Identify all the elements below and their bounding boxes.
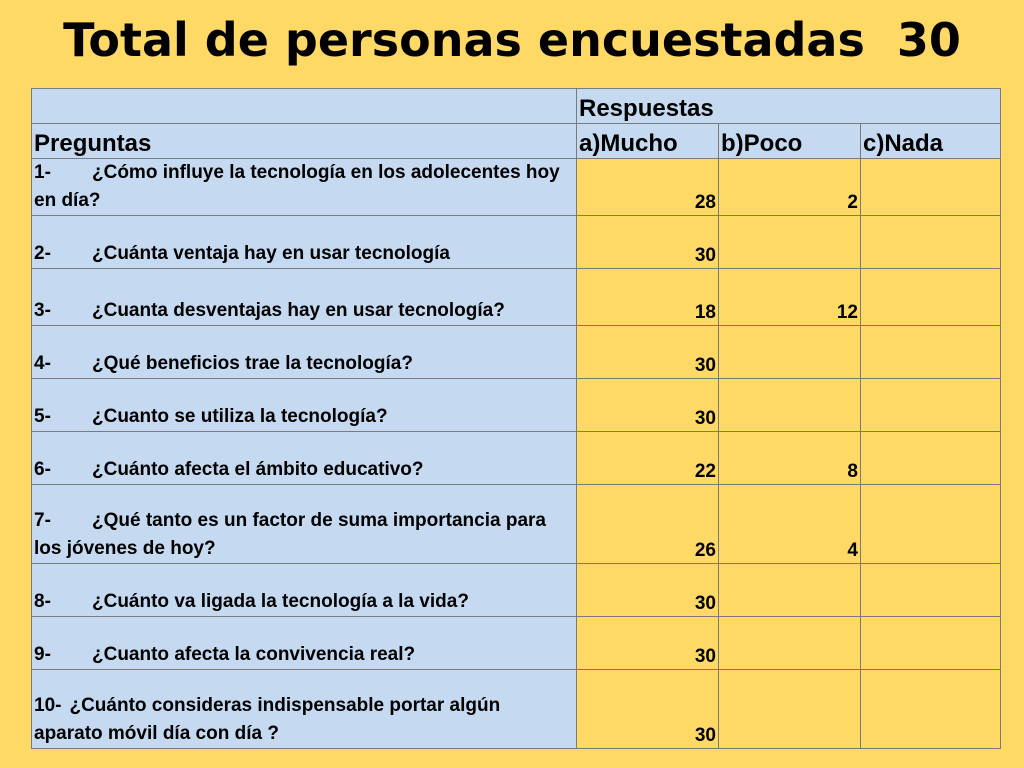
mucho-value: 30: [576, 616, 719, 670]
nada-value: [860, 484, 1001, 564]
question-number: 4-: [34, 353, 51, 374]
mucho-value: 30: [576, 563, 719, 617]
option-header-nada: c)Nada: [860, 123, 1001, 159]
question-text: ¿Qué tanto es un factor de suma importan…: [34, 510, 546, 559]
slide-title: Total de personas encuestadas 30: [63, 13, 961, 67]
question-text: ¿Cuánta ventaja hay en usar tecnología: [92, 243, 450, 264]
table-row: 9- ¿Cuanto afecta la convivencia real? 30: [31, 616, 1001, 670]
poco-value: [718, 669, 861, 749]
respuestas-header: Respuestas: [576, 88, 1001, 124]
question-cell: 9- ¿Cuanto afecta la convivencia real?: [31, 616, 577, 670]
table-row: 4- ¿Qué beneficios trae la tecnología? 30: [31, 325, 1001, 379]
poco-value: [718, 563, 861, 617]
question-text: ¿Cómo influye la tecnología en los adole…: [34, 162, 560, 211]
poco-value: [718, 616, 861, 670]
nada-value: [860, 215, 1001, 269]
question-number: 2-: [34, 243, 51, 264]
nada-value: [860, 431, 1001, 485]
question-cell: 8- ¿Cuánto va ligada la tecnología a la v…: [31, 563, 577, 617]
nada-value: [860, 158, 1001, 216]
mucho-value: 22: [576, 431, 719, 485]
question-cell: 1- ¿Cómo influye la tecnología en los ado…: [31, 158, 577, 216]
table-row: 2- ¿Cuánta ventaja hay en usar tecnología…: [31, 215, 1001, 269]
question-number: 6-: [34, 459, 51, 480]
table-row: 3- ¿Cuanta desventajas hay en usar tecnol…: [31, 268, 1001, 326]
preguntas-header: Preguntas: [31, 123, 577, 159]
question-cell: 7- ¿Qué tanto es un factor de suma import…: [31, 484, 577, 564]
poco-value: 2: [718, 158, 861, 216]
question-cell: 10- ¿Cuánto consideras indispensable port…: [31, 669, 577, 749]
question-cell: 6- ¿Cuánto afecta el ámbito educativo?: [31, 431, 577, 485]
mucho-value: 18: [576, 268, 719, 326]
question-number: 1-: [34, 162, 51, 183]
option-header-poco: b)Poco: [718, 123, 861, 159]
question-text: ¿Cuanta desventajas hay en usar tecnolog…: [92, 300, 505, 321]
question-text: ¿Cuanto se utiliza la tecnología?: [92, 406, 388, 427]
mucho-value: 28: [576, 158, 719, 216]
header-blank-cell: [31, 88, 577, 124]
nada-value: [860, 268, 1001, 326]
table-row: 7- ¿Qué tanto es un factor de suma import…: [31, 484, 1001, 564]
nada-value: [860, 616, 1001, 670]
poco-value: [718, 215, 861, 269]
question-cell: 2- ¿Cuánta ventaja hay en usar tecnología: [31, 215, 577, 269]
question-cell: 3- ¿Cuanta desventajas hay en usar tecnol…: [31, 268, 577, 326]
question-number: 9-: [34, 644, 51, 665]
question-number: 7-: [34, 510, 51, 531]
survey-table: Respuestas Preguntas a)Mucho b)Poco c)Na…: [31, 88, 1001, 749]
question-number: 5-: [34, 406, 51, 427]
question-cell: 4- ¿Qué beneficios trae la tecnología?: [31, 325, 577, 379]
poco-value: [718, 325, 861, 379]
table-row: 5- ¿Cuanto se utiliza la tecnología? 30: [31, 378, 1001, 432]
question-text: ¿Cuánto afecta el ámbito educativo?: [92, 459, 424, 480]
option-header-mucho: a)Mucho: [576, 123, 719, 159]
question-text: ¿Cuanto afecta la convivencia real?: [92, 644, 416, 665]
nada-value: [860, 669, 1001, 749]
question-text: ¿Cuánto consideras indispensable portar …: [34, 695, 501, 744]
table-row: 6- ¿Cuánto afecta el ámbito educativo? 22 8: [31, 431, 1001, 485]
nada-value: [860, 378, 1001, 432]
question-text: ¿Cuánto va ligada la tecnología a la vid…: [92, 591, 469, 612]
poco-value: [718, 378, 861, 432]
nada-value: [860, 325, 1001, 379]
question-number: 10-: [34, 695, 62, 716]
question-number: 8-: [34, 591, 51, 612]
header-row-columns: Preguntas a)Mucho b)Poco c)Nada: [31, 123, 1001, 159]
mucho-value: 30: [576, 669, 719, 749]
mucho-value: 30: [576, 378, 719, 432]
question-number: 3-: [34, 300, 51, 321]
mucho-value: 26: [576, 484, 719, 564]
poco-value: 12: [718, 268, 861, 326]
question-cell: 5- ¿Cuanto se utiliza la tecnología?: [31, 378, 577, 432]
poco-value: 8: [718, 431, 861, 485]
mucho-value: 30: [576, 325, 719, 379]
header-row-group: Respuestas: [31, 88, 1001, 124]
mucho-value: 30: [576, 215, 719, 269]
question-text: ¿Qué beneficios trae la tecnología?: [92, 353, 413, 374]
table-row: 1- ¿Cómo influye la tecnología en los ado…: [31, 158, 1001, 216]
table-row: 10- ¿Cuánto consideras indispensable port…: [31, 669, 1001, 749]
nada-value: [860, 563, 1001, 617]
table-row: 8- ¿Cuánto va ligada la tecnología a la v…: [31, 563, 1001, 617]
poco-value: 4: [718, 484, 861, 564]
